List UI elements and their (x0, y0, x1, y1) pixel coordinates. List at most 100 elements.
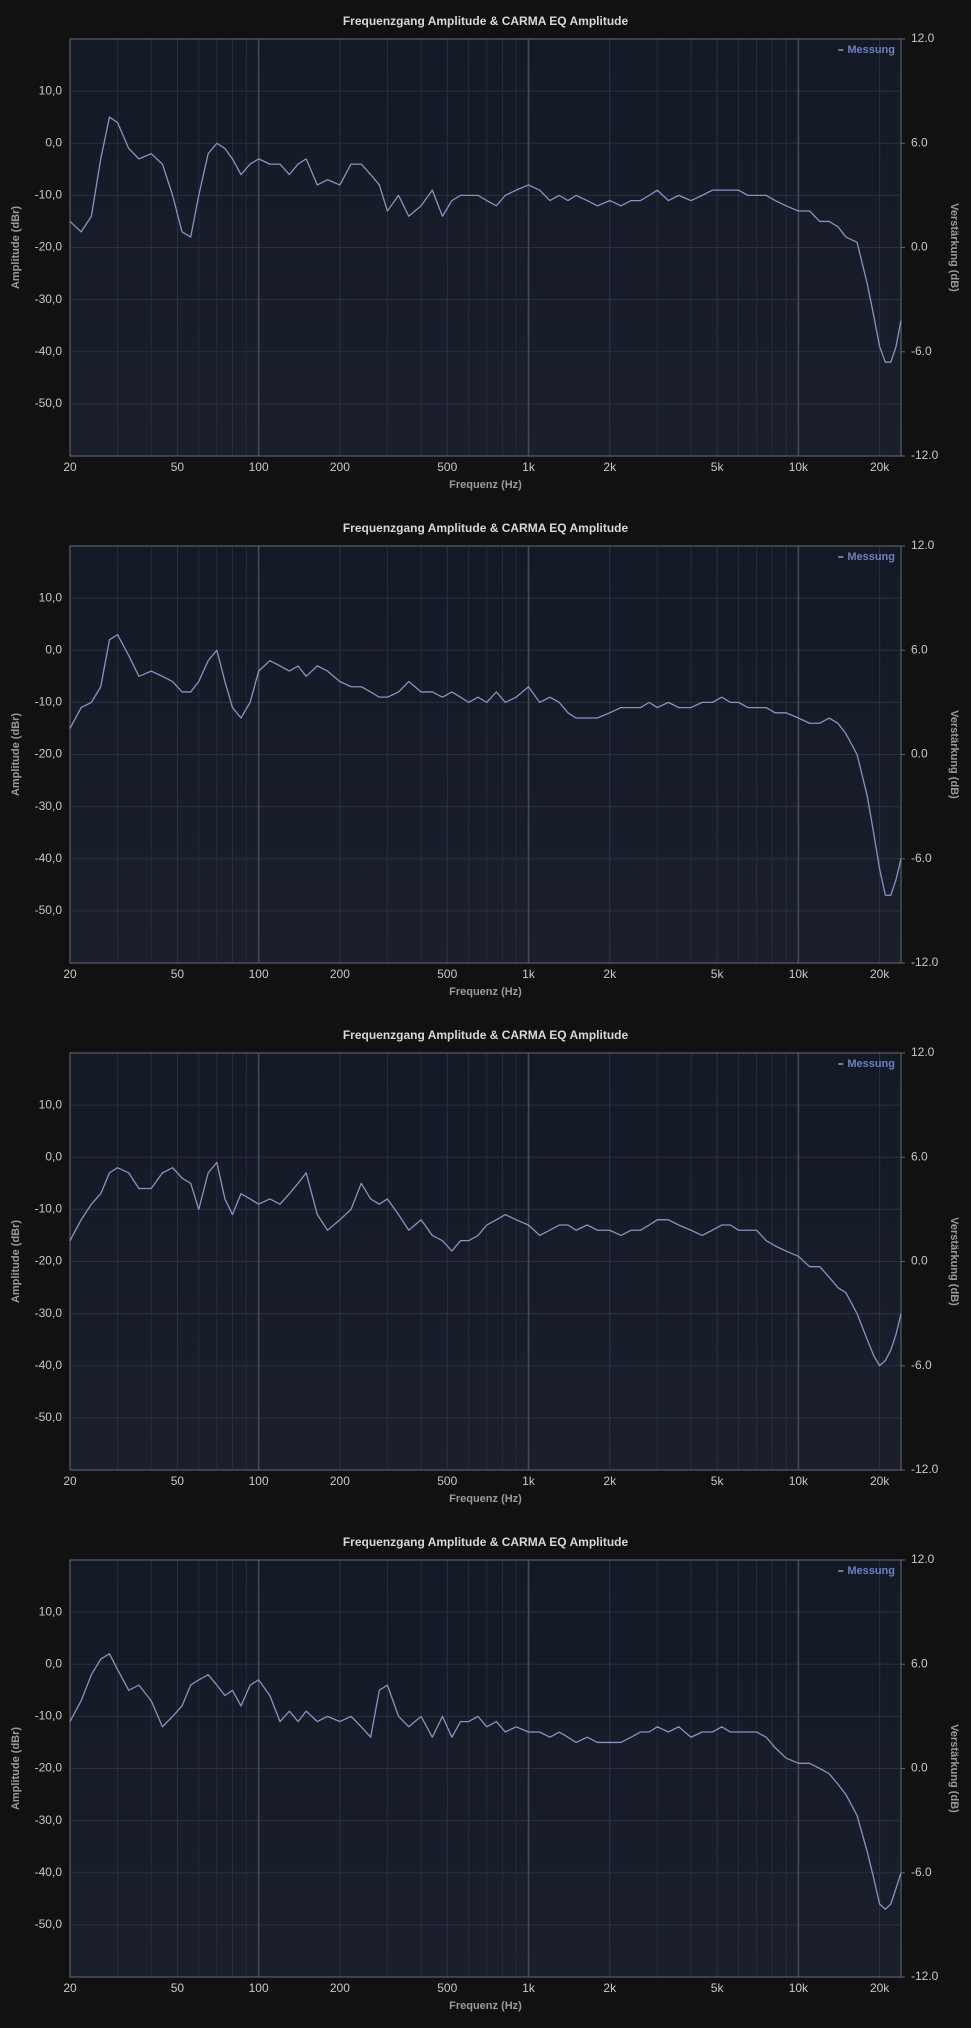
data-line (69, 1161, 902, 1367)
chart-title: Frequenzgang Amplitude & CARMA EQ Amplit… (343, 1535, 629, 1549)
y-tick-label: 0,0 (45, 642, 62, 656)
y2-tick-label: 12.0 (911, 1552, 935, 1566)
x-tick-label: 10k (789, 460, 809, 474)
y-tick-label: -20,0 (35, 1254, 63, 1268)
x-tick-label: 500 (437, 967, 457, 981)
y2-tick-label: -6.0 (911, 1358, 932, 1372)
y-tick-label: -50,0 (35, 1917, 63, 1931)
legend-label: Messung (847, 551, 895, 563)
chart: Frequenzgang Amplitude & CARMA EQ Amplit… (10, 521, 960, 998)
x-tick-label: 100 (249, 1474, 269, 1488)
x-tick-label: 100 (249, 460, 269, 474)
x-tick-label: 2k (603, 460, 617, 474)
y2-tick-label: 0.0 (911, 240, 928, 254)
y-tick-label: -30,0 (35, 799, 63, 813)
x-tick-label: 20k (870, 1474, 890, 1488)
y-tick-label: -40,0 (35, 1865, 63, 1879)
x-tick-label: 200 (330, 967, 350, 981)
y-tick-label: -40,0 (35, 851, 63, 865)
x-tick-label: 20k (870, 1981, 890, 1995)
y-tick-label: -50,0 (35, 903, 63, 917)
chart: Frequenzgang Amplitude & CARMA EQ Amplit… (10, 1535, 960, 2012)
x-axis-label: Frequenz (Hz) (449, 479, 522, 491)
x-tick-label: 500 (437, 460, 457, 474)
y2-tick-label: 6.0 (911, 135, 928, 149)
x-tick-label: 10k (789, 1981, 809, 1995)
x-tick-label: 2k (603, 967, 617, 981)
y-tick-label: -10,0 (35, 188, 63, 202)
x-tick-label: 1k (522, 460, 536, 474)
x-tick-label: 5k (711, 1981, 725, 1995)
y-tick-label: -10,0 (35, 1202, 63, 1216)
x-tick-label: 1k (522, 967, 536, 981)
data-line (69, 1653, 902, 1910)
y2-tick-label: -6.0 (911, 1865, 932, 1879)
x-tick-label: 1k (522, 1981, 536, 1995)
y-tick-label: -30,0 (35, 1306, 63, 1320)
y-tick-label: 10,0 (39, 1097, 63, 1111)
y-axis-label: Amplitude (dBr) (10, 1727, 22, 1810)
x-tick-label: 200 (330, 1981, 350, 1995)
plot-border (69, 545, 902, 964)
y-tick-label: -40,0 (35, 1358, 63, 1372)
x-tick-label: 100 (249, 967, 269, 981)
y-tick-label: -10,0 (35, 1709, 63, 1723)
y-tick-label: -20,0 (35, 1761, 63, 1775)
y2-tick-label: 12.0 (911, 31, 935, 45)
y-tick-label: -20,0 (35, 747, 63, 761)
y2-tick-label: -12.0 (911, 448, 939, 462)
y2-axis-label: Verstärkung (dB) (948, 1724, 960, 1813)
y-tick-label: -30,0 (35, 1813, 63, 1827)
y-axis-label: Amplitude (dBr) (10, 713, 22, 796)
x-axis-label: Frequenz (Hz) (449, 1493, 522, 1505)
chart-title: Frequenzgang Amplitude & CARMA EQ Amplit… (343, 521, 629, 535)
x-tick-label: 20 (63, 1981, 77, 1995)
x-tick-label: 200 (330, 460, 350, 474)
y2-tick-label: -6.0 (911, 851, 932, 865)
x-tick-label: 50 (171, 460, 185, 474)
x-tick-label: 500 (437, 1981, 457, 1995)
y-tick-label: 0,0 (45, 135, 62, 149)
x-tick-label: 2k (603, 1981, 617, 1995)
x-tick-label: 2k (603, 1474, 617, 1488)
chart: Frequenzgang Amplitude & CARMA EQ Amplit… (10, 14, 960, 491)
y2-tick-label: 12.0 (911, 1045, 935, 1059)
y2-axis-label: Verstärkung (dB) (948, 710, 960, 799)
y-axis-label: Amplitude (dBr) (10, 1220, 22, 1303)
chart-title: Frequenzgang Amplitude & CARMA EQ Amplit… (343, 14, 629, 28)
legend-label: Messung (847, 44, 895, 56)
x-tick-label: 50 (171, 1474, 185, 1488)
x-tick-label: 100 (249, 1981, 269, 1995)
x-tick-label: 5k (711, 1474, 725, 1488)
y-tick-label: 10,0 (39, 1604, 63, 1618)
y-tick-label: 0,0 (45, 1656, 62, 1670)
y-tick-label: -40,0 (35, 344, 63, 358)
y-tick-label: 10,0 (39, 590, 63, 604)
y-axis-label: Amplitude (dBr) (10, 206, 22, 289)
y-tick-label: -10,0 (35, 695, 63, 709)
y2-tick-label: 0.0 (911, 747, 928, 761)
chart-title: Frequenzgang Amplitude & CARMA EQ Amplit… (343, 1028, 629, 1042)
y2-axis-label: Verstärkung (dB) (948, 1217, 960, 1306)
x-tick-label: 20k (870, 460, 890, 474)
y-tick-label: -50,0 (35, 1410, 63, 1424)
x-tick-label: 10k (789, 967, 809, 981)
x-tick-label: 20 (63, 460, 77, 474)
x-axis-label: Frequenz (Hz) (449, 2000, 522, 2012)
y2-tick-label: -12.0 (911, 1969, 939, 1983)
x-tick-label: 20 (63, 967, 77, 981)
y2-tick-label: 12.0 (911, 538, 935, 552)
x-tick-label: 5k (711, 460, 725, 474)
plot-border (69, 1559, 902, 1978)
y-tick-label: -20,0 (35, 240, 63, 254)
y2-tick-label: 0.0 (911, 1254, 928, 1268)
y2-tick-label: 0.0 (911, 1761, 928, 1775)
y-tick-label: 10,0 (39, 83, 63, 97)
y2-tick-label: 6.0 (911, 1656, 928, 1670)
x-tick-label: 1k (522, 1474, 536, 1488)
legend-label: Messung (847, 1058, 895, 1070)
y-tick-label: -50,0 (35, 396, 63, 410)
y-tick-label: -30,0 (35, 292, 63, 306)
x-tick-label: 20k (870, 967, 890, 981)
chart: Frequenzgang Amplitude & CARMA EQ Amplit… (10, 1028, 960, 1505)
